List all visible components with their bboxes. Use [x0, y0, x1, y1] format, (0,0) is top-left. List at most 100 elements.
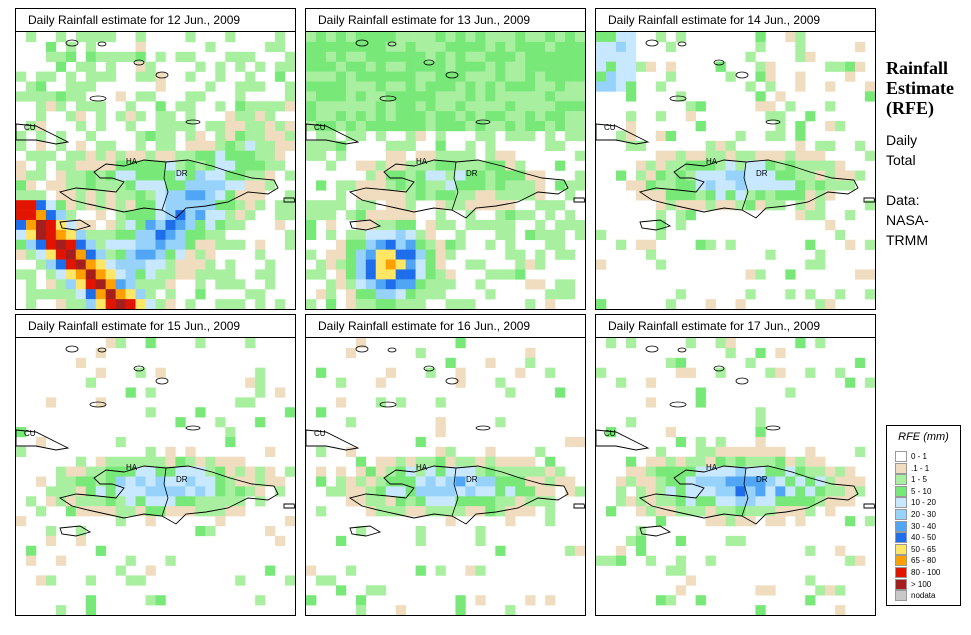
rainfall-cell [325, 130, 337, 142]
rainfall-cell [545, 289, 556, 300]
rainfall-cell [115, 91, 126, 102]
rainfall-cell [85, 269, 97, 280]
rainfall-cell [335, 91, 347, 102]
rainfall-cell [635, 476, 647, 487]
rainfall-cell [795, 51, 806, 62]
rainfall-cell [575, 545, 585, 556]
rainfall-cell [85, 219, 97, 231]
rainfall-cell [345, 299, 357, 309]
island-outline [65, 39, 79, 47]
rainfall-cell [105, 466, 116, 477]
rainfall-cell [235, 575, 246, 586]
rainfall-cell [105, 51, 116, 62]
rainfall-cell [225, 506, 236, 517]
puerto-rico-outline [863, 197, 875, 203]
rainfall-cell [635, 496, 647, 507]
rainfall-cell [215, 456, 226, 467]
rainfall-cell [775, 150, 786, 161]
island-outline [89, 401, 107, 408]
rainfall-cell [685, 486, 696, 497]
side-sub-line: Daily [886, 132, 918, 148]
rainfall-cell [835, 585, 846, 596]
rainfall-cell [845, 555, 856, 566]
rainfall-cell [115, 249, 126, 260]
rainfall-cell [205, 249, 216, 260]
rainfall-cell [355, 466, 367, 477]
rainfall-cell [215, 299, 226, 309]
rainfall-cell [165, 200, 176, 211]
rainfall-cell [505, 170, 516, 181]
rainfall-cell [495, 377, 506, 388]
hispaniola-outline [58, 465, 279, 525]
rainfall-cell [255, 121, 266, 132]
rainfall-cell [535, 180, 546, 191]
rainfall-cell [775, 111, 786, 122]
rainfall-cell [95, 367, 106, 378]
rainfall-cell [725, 140, 736, 152]
rainfall-cell [185, 32, 196, 43]
rainfall-cell [275, 476, 286, 487]
rainfall-cell [545, 200, 556, 211]
rainfall-cell [16, 229, 27, 241]
rainfall-cell [125, 111, 136, 122]
rainfall-cell [825, 299, 836, 309]
rainfall-cell [265, 170, 276, 181]
rainfall-cell [165, 269, 176, 280]
rainfall-cell [125, 289, 136, 300]
rainfall-cell [755, 71, 766, 82]
rainfall-cell [775, 486, 786, 497]
rainfall-cell [265, 130, 276, 142]
rainfall-cell [615, 239, 627, 250]
rainfall-cell [205, 229, 216, 241]
rainfall-cell [596, 81, 607, 92]
rainfall-cell [795, 496, 806, 507]
rainfall-cell [115, 170, 126, 181]
island-outline [423, 365, 435, 372]
rainfall-cell [65, 229, 77, 241]
rainfall-cell [775, 170, 786, 181]
rainfall-map: CU HA DR [595, 337, 876, 616]
rainfall-cell [215, 210, 226, 221]
rainfall-cell [425, 249, 436, 260]
rainfall-cell [165, 279, 176, 290]
rainfall-cell [855, 486, 866, 497]
rainfall-cell [505, 101, 516, 112]
rainfall-cell [435, 111, 446, 122]
rainfall-cell [185, 130, 196, 142]
rainfall-cell [605, 71, 617, 82]
rainfall-cell [65, 486, 77, 497]
rainfall-cell [85, 150, 97, 161]
rainfall-cell [455, 377, 466, 388]
rainfall-cell [645, 160, 657, 171]
puerto-rico-outline [863, 503, 875, 509]
rainfall-cell [345, 32, 357, 43]
rainfall-cell [665, 41, 677, 53]
rainfall-cell [145, 200, 156, 211]
rainfall-cell [245, 130, 256, 142]
rainfall-cell [155, 466, 166, 477]
rainfall-cell [145, 299, 156, 309]
rainfall-cell [655, 506, 667, 517]
rainfall-cell [695, 101, 706, 112]
rainfall-cell [625, 456, 637, 467]
rainfall-cell [235, 111, 246, 122]
rainfall-cell [515, 111, 526, 122]
rainfall-cell [665, 565, 677, 576]
rainfall-cell [375, 486, 387, 497]
island-outline [713, 365, 725, 372]
rainfall-cell [475, 279, 486, 290]
rainfall-cell [445, 71, 456, 82]
island-outline [735, 377, 749, 385]
rainfall-cell [285, 130, 295, 142]
rainfall-cell [415, 180, 426, 191]
rainfall-cell [195, 259, 206, 270]
rainfall-cell [755, 101, 766, 112]
rainfall-cell [615, 476, 627, 487]
side-title-line: Rainfall [886, 58, 949, 78]
rainfall-cell [725, 456, 736, 467]
rainfall-cell [415, 496, 426, 507]
rainfall-cell [195, 150, 206, 161]
rainfall-cell [395, 170, 406, 181]
rainfall-cell [345, 210, 357, 221]
rainfall-cell [285, 466, 295, 477]
